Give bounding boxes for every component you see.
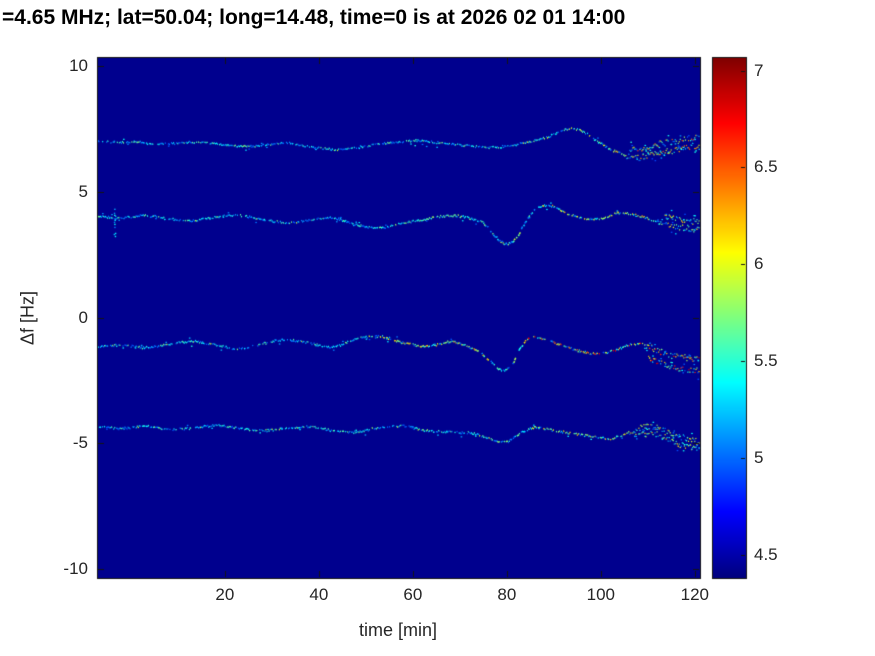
chart-title: =4.65 MHz; lat=50.04; long=14.48, time=0… (2, 6, 626, 29)
x-axis-label: time [min] (358, 620, 438, 640)
y-axis-label: Δf [Hz] (17, 290, 38, 346)
